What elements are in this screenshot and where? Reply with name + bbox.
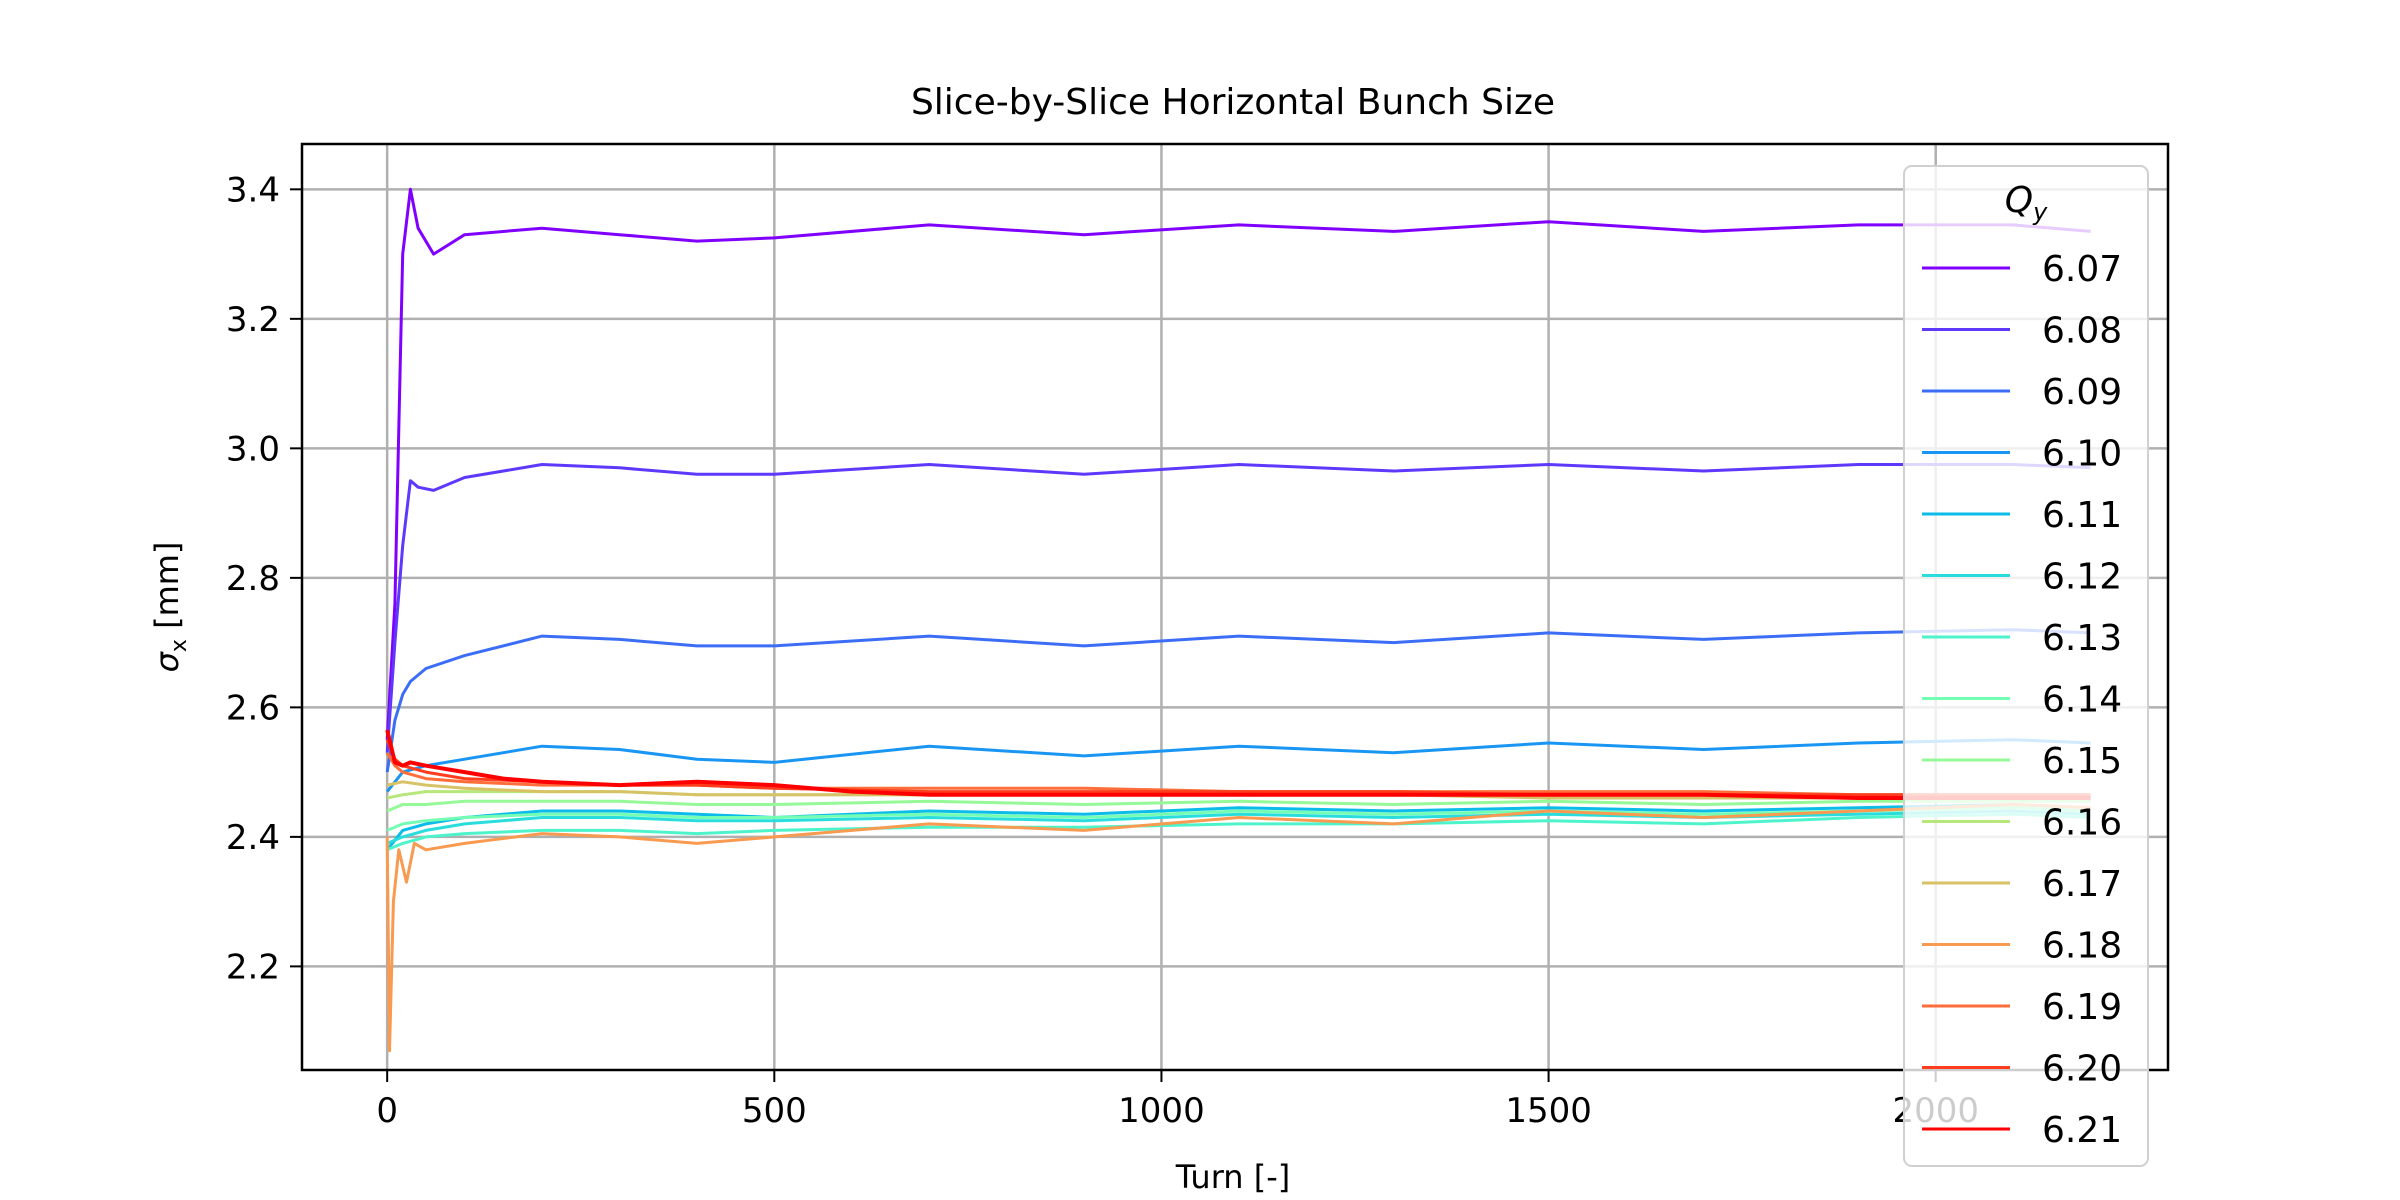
series-line-6-18: [385, 803, 2091, 1053]
series-line-6-09: [385, 628, 2091, 773]
series-line-6-08: [385, 463, 2091, 753]
series-layer: [385, 187, 2091, 1053]
y-tick-label: 2.6: [226, 688, 280, 728]
series-line-6-07: [385, 187, 2091, 740]
y-tick-label: 2.2: [226, 947, 280, 987]
legend-label: 6.11: [2042, 495, 2122, 536]
legend-label: 6.09: [2042, 372, 2122, 413]
legend-box: [1903, 165, 2149, 1167]
y-tick-label: 2.8: [226, 559, 280, 599]
x-tick-label: 500: [742, 1091, 807, 1131]
series-line-6-21: [385, 729, 2091, 800]
legend-label: 6.12: [2042, 557, 2122, 598]
y-tick-label: 3.4: [226, 170, 280, 210]
series-line-6-13: [386, 812, 2091, 852]
chart-title: Slice-by-Slice Horizontal Bunch Size: [911, 82, 1555, 123]
x-axis-label: Turn [-]: [1175, 1158, 1291, 1196]
legend-label: 6.15: [2042, 741, 2122, 782]
series-line-6-10: [386, 738, 2091, 793]
legend-title: Qy: [2005, 180, 2048, 226]
series-line-6-15: [386, 799, 2091, 813]
legend: Qy 6.07 6.08 6.09 6.10 6.11 6.12 6.13 6.14 6.15 6…: [1903, 165, 2149, 1167]
y-tick-label: 2.4: [226, 818, 280, 858]
legend-label: 6.08: [2042, 311, 2122, 352]
legend-label: 6.10: [2042, 434, 2122, 475]
x-tick-label: 0: [376, 1091, 398, 1131]
legend-label: 6.20: [2042, 1049, 2122, 1090]
x-tick-label: 1500: [1505, 1091, 1592, 1131]
legend-label: 6.17: [2042, 864, 2122, 905]
grid: [302, 144, 2168, 1070]
legend-label: 6.16: [2042, 803, 2122, 844]
y-tick-label: 3.2: [226, 300, 280, 340]
legend-label: 6.18: [2042, 926, 2122, 967]
series-line-6-20: [385, 739, 2091, 797]
legend-label: 6.14: [2042, 680, 2122, 721]
y-axis-label: σx [mm]: [148, 542, 192, 673]
plot-frame: [300, 142, 2170, 1072]
legend-label: 6.19: [2042, 987, 2122, 1028]
legend-label: 6.13: [2042, 618, 2122, 659]
x-ticks: 0500100015002000: [376, 1070, 1979, 1131]
legend-label: 6.21: [2042, 1110, 2122, 1151]
y-ticks: 2.2 2.4 2.6 2.8 3.0 3.2 3.4: [226, 170, 302, 987]
legend-label: 6.07: [2042, 249, 2122, 290]
series-line-6-14: [386, 806, 2091, 832]
x-tick-label: 1000: [1118, 1091, 1205, 1131]
series-line-6-19: [385, 751, 2091, 797]
y-tick-label: 3.0: [226, 429, 280, 469]
